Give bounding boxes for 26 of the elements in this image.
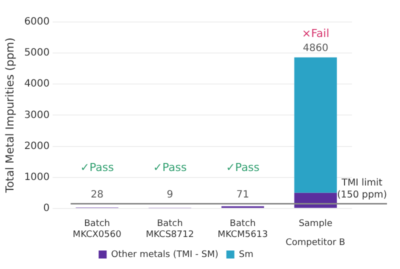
legend-label: Sm	[238, 250, 254, 260]
total-label: 71	[236, 189, 250, 200]
y-tick-label: 3000	[24, 110, 50, 121]
y-tick-label: 6000	[24, 16, 50, 28]
bar	[294, 192, 337, 208]
annotation: ✓Pass	[80, 161, 114, 174]
annotation: ×Fail	[302, 26, 330, 40]
total-label: 4860	[302, 43, 328, 54]
ref-line-label: TMI limit (150 ppm)	[337, 177, 387, 200]
y-tick-label: 1000	[24, 172, 50, 183]
total-label: 28	[90, 189, 104, 200]
y-tick-label: 0	[43, 202, 50, 214]
total-label: 9	[166, 189, 174, 200]
y-tick-label: 4000	[24, 78, 50, 90]
y-axis-title: Total Metal Impurities (ppm)	[3, 38, 16, 194]
x-tick-label: Batch MKCM5613	[218, 219, 268, 240]
x-tick-label: Sample	[298, 219, 333, 230]
text: Competitor B	[286, 238, 346, 248]
annotation: ✓Pass	[226, 161, 260, 174]
x-tick-label: Batch MKCS8712	[146, 219, 194, 240]
y-tick-label: 2000	[24, 140, 50, 152]
y-tick-label: 5000	[24, 48, 50, 59]
bar	[294, 57, 337, 193]
legend-label: Other metals (TMI - SM)	[111, 250, 218, 260]
x-tick-label: Batch MKCX0560	[72, 219, 122, 240]
annotation: ✓Pass	[153, 161, 187, 174]
